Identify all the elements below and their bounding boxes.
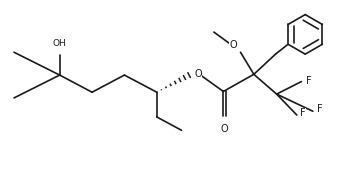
Text: O: O <box>194 69 202 79</box>
Text: F: F <box>317 104 322 114</box>
Text: F: F <box>306 76 311 86</box>
Text: O: O <box>221 124 228 134</box>
Text: F: F <box>300 108 306 118</box>
Text: OH: OH <box>52 39 66 48</box>
Text: O: O <box>230 40 237 50</box>
